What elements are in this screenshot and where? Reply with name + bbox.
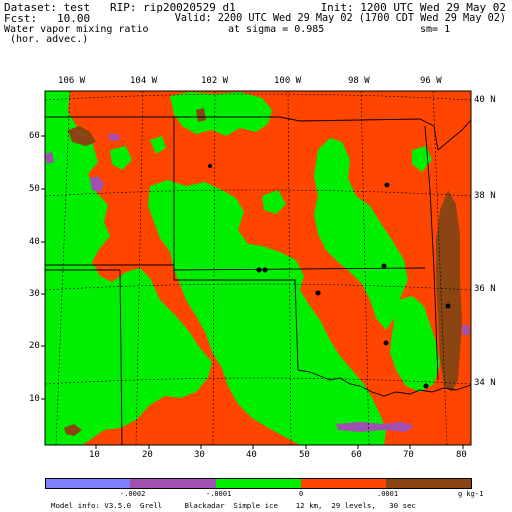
colorbar-units: g kg-1 — [458, 490, 484, 498]
legend-swatch — [130, 478, 216, 488]
grid-y-label: 60 — [29, 131, 40, 141]
lon-label: 98 W — [348, 76, 370, 86]
state-border-ok-mo — [424, 125, 439, 381]
city-marker — [423, 383, 429, 389]
city-marker — [381, 263, 387, 269]
grid-y-label: 40 — [29, 237, 40, 247]
grid-y-label: 30 — [29, 289, 40, 299]
meridian-96w — [432, 90, 448, 446]
grid-x-label: 20 — [142, 450, 153, 460]
state-border-tx-nm — [119, 269, 123, 446]
lon-label: 106 W — [58, 76, 86, 86]
legend-swatch — [386, 478, 471, 488]
brown-area-eastern-band — [436, 190, 462, 392]
valid-time: Valid: 2200 UTC Wed 29 May 02 (1700 CDT … — [174, 13, 506, 24]
legend-swatch — [216, 478, 301, 488]
brown-area-north — [196, 108, 206, 122]
meridian-104w — [135, 90, 144, 446]
grid-x-label: 60 — [351, 450, 362, 460]
graticule — [44, 90, 472, 446]
city-marker — [445, 303, 451, 309]
green-area-spot-1 — [84, 208, 104, 230]
lat-label: 40 N — [474, 95, 496, 105]
colorbar-tick-label: .0001 — [377, 490, 399, 498]
city-marker — [384, 182, 390, 188]
city-marker — [383, 340, 389, 346]
meridian-102w — [212, 90, 216, 446]
field-subtitle: (hor. advec.) — [10, 34, 89, 45]
grid-y-label: 20 — [29, 341, 40, 351]
brown-area-south — [64, 424, 82, 436]
purple-area-northwest — [90, 176, 104, 192]
grid-x-label: 30 — [194, 450, 205, 460]
state-border-ks-ok — [45, 264, 426, 271]
state-border-red-river — [297, 369, 472, 397]
city-marker — [262, 267, 268, 273]
state-border-east — [437, 119, 472, 151]
sigma-level: at sigma = 0.985 — [228, 24, 325, 35]
green-area-spot-5 — [150, 136, 166, 154]
green-area-east — [314, 138, 408, 330]
parallel-40n — [44, 93, 472, 101]
axis-ticks — [41, 135, 464, 449]
grid-x-label: 70 — [403, 450, 414, 460]
purple-area-south — [336, 422, 414, 432]
y-axis-ticks — [41, 135, 45, 400]
city-marker — [208, 164, 212, 168]
lat-label: 38 N — [474, 191, 496, 201]
state-border-ks-ne — [45, 116, 439, 151]
legend-swatch — [301, 478, 386, 488]
legend-swatch — [45, 478, 130, 488]
green-area-north — [170, 92, 272, 136]
meridian-98w — [360, 90, 370, 446]
smoothing: sm= 1 — [420, 24, 451, 35]
lon-label: 102 W — [201, 76, 229, 86]
dataset-label: Dataset: test RIP: rip20020529 d1 — [4, 1, 236, 14]
forecast-hour: Fcst: 10.00 — [4, 12, 91, 25]
green-area-southeast — [390, 296, 440, 392]
map-border — [44, 90, 472, 446]
meridian-106w — [55, 90, 71, 446]
city-marker — [256, 267, 262, 273]
colorbar-tick-label: 0 — [299, 490, 304, 498]
colorbar-tick-label: -.0002 — [120, 490, 146, 498]
lon-label: 96 W — [420, 76, 442, 86]
init-time: Init: 1200 UTC Wed 29 May 02 — [320, 1, 506, 14]
state-boundaries — [45, 116, 472, 446]
grid-y-label: 50 — [29, 184, 40, 194]
purple-area-north — [108, 134, 120, 141]
field-name: Water vapor mixing ratio — [4, 24, 149, 35]
green-area-spot-2 — [110, 146, 132, 170]
colorbar-frame — [45, 478, 472, 489]
model-info: Model info: V3.5.0 Grell Blackadar Simpl… — [51, 501, 416, 510]
parallel-36n — [44, 283, 472, 291]
city-marker — [315, 290, 321, 296]
lon-label: 100 W — [274, 76, 302, 86]
grid-x-label: 40 — [246, 450, 257, 460]
parallel-34n — [44, 377, 472, 385]
lon-label: 104 W — [130, 76, 158, 86]
colorbar-tick-label: -.0001 — [206, 490, 232, 498]
green-area-spot-3 — [262, 190, 286, 214]
purple-areas — [45, 134, 470, 432]
x-axis-ticks — [95, 445, 464, 449]
brown-areas — [64, 108, 462, 436]
grid-x-label: 10 — [89, 450, 100, 460]
lat-label: 34 N — [474, 378, 496, 388]
lat-label: 36 N — [474, 284, 496, 294]
grid-x-label: 50 — [299, 450, 310, 460]
grid-x-label: 80 — [456, 450, 467, 460]
green-area-west — [45, 91, 212, 445]
state-border-ok-panhandle — [173, 270, 299, 371]
city-markers — [208, 164, 451, 389]
meridian-100w — [287, 90, 292, 446]
parallel-38n — [44, 189, 472, 197]
brown-area-northwest — [68, 126, 96, 146]
grid-y-label: 10 — [29, 394, 40, 404]
purple-area-east-edge — [462, 324, 470, 336]
purple-area-west-edge — [45, 152, 54, 164]
